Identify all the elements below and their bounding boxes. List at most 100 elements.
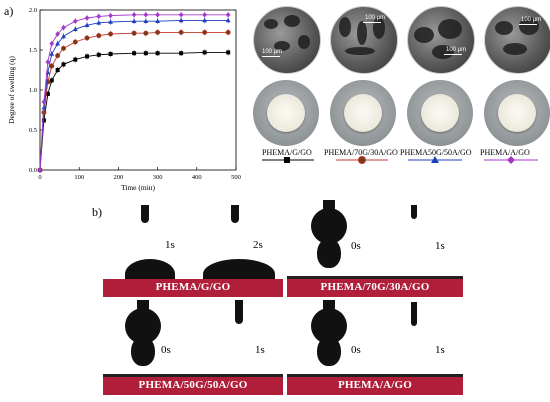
contact-angle-panel-2: 0s 1s PHEMA/70G/30A/GO	[287, 200, 463, 297]
y-tick-label: 0.5	[29, 127, 37, 134]
sample-photo-3	[407, 80, 473, 146]
data-point	[96, 33, 102, 39]
x-tick-label: 300	[153, 174, 163, 181]
data-point	[131, 30, 137, 36]
data-point	[131, 18, 137, 23]
substrate: PHEMA/G/GO	[103, 279, 283, 297]
data-point	[155, 12, 160, 18]
sample-name: PHEMA/G/GO	[155, 281, 231, 293]
sem-image-2: 100 µm	[330, 6, 398, 74]
data-point	[178, 17, 184, 23]
data-point	[61, 62, 66, 67]
substrate: PHEMA/70G/30A/GO	[287, 279, 463, 297]
data-point	[178, 29, 184, 35]
data-point	[45, 69, 51, 75]
time-label: 0s	[161, 344, 171, 356]
data-point	[61, 25, 66, 31]
legend-diamond-marker	[507, 156, 515, 164]
data-point	[61, 33, 66, 39]
sem-image-3: 100 µm	[407, 6, 475, 74]
data-point	[143, 51, 148, 56]
y-tick-label: 1.5	[29, 47, 37, 54]
sample-name: PHEMA/50G/50A/GO	[138, 379, 248, 391]
sample-name: PHEMA/A/GO	[337, 379, 413, 391]
data-point	[49, 63, 55, 69]
data-point	[84, 22, 90, 27]
data-point	[41, 99, 47, 105]
contact-angle-panel-4: 0s 1s PHEMA/A/GO	[287, 300, 463, 396]
droplet	[317, 238, 341, 268]
data-point	[84, 15, 90, 21]
swelling-chart: 0 100 200 300 400 500 0.0 0.5 1.0 1.5 2.0 Time (min…	[7, 7, 241, 192]
sample-disc	[421, 94, 459, 132]
data-point	[202, 50, 207, 55]
sample-legend-markers	[262, 156, 538, 164]
data-point	[55, 31, 61, 37]
surface-film	[287, 374, 463, 377]
time-label: 1s	[435, 344, 445, 356]
data-point	[225, 29, 231, 35]
needle	[411, 205, 417, 219]
data-point	[72, 39, 78, 45]
series-line-3	[39, 19, 229, 171]
sem-image-row: 100 µm 100 µm 100 µm 100 µm	[253, 6, 550, 84]
data-point	[225, 12, 231, 18]
data-point	[41, 118, 46, 123]
data-point	[55, 53, 61, 59]
panel-a-label: a)	[4, 4, 14, 18]
y-axis-label: Degree of swelling (q)	[7, 56, 16, 124]
data-point	[178, 12, 184, 18]
data-point	[131, 12, 137, 18]
sample-name: PHEMA/70G/30A/GO	[320, 281, 430, 293]
sem-scale-4: 100 µm	[521, 17, 542, 23]
time-label: 1s	[255, 344, 265, 356]
legend-triangle-marker	[431, 156, 439, 163]
data-point	[132, 51, 137, 56]
x-tick-label: 100	[74, 174, 84, 181]
data-point	[143, 30, 149, 36]
sample-legend-label-4: PHEMA/A/GO	[480, 148, 530, 157]
data-point	[143, 12, 149, 18]
data-point	[61, 45, 67, 51]
needle	[141, 205, 149, 223]
data-point	[72, 26, 78, 31]
time-label: 0s	[351, 344, 361, 356]
sem-image-1: 100 µm	[253, 6, 321, 74]
data-point	[226, 50, 231, 55]
time-label: 1s	[435, 240, 445, 252]
data-point	[202, 29, 208, 35]
sample-disc	[267, 94, 305, 132]
needle	[411, 302, 417, 326]
y-tick-label: 1.0	[29, 87, 37, 94]
data-point	[96, 13, 102, 19]
contact-angle-panel-3: 0s 1s PHEMA/50G/50A/GO	[103, 300, 283, 396]
substrate: PHEMA/A/GO	[287, 377, 463, 395]
data-point	[155, 18, 160, 23]
legend-circle-marker	[358, 156, 366, 164]
data-point	[202, 17, 208, 23]
data-point	[179, 51, 184, 56]
data-point	[45, 59, 51, 65]
time-label: 1s	[165, 239, 175, 251]
x-tick-label: 200	[114, 174, 124, 181]
data-point	[73, 57, 78, 62]
data-point	[55, 41, 61, 46]
sample-legend-label-2: PHEMA/70G/30A/GO	[324, 148, 398, 157]
sample-photo-4	[484, 80, 550, 146]
substrate: PHEMA/50G/50A/GO	[103, 377, 283, 395]
data-point	[37, 167, 43, 173]
data-point	[85, 54, 90, 59]
y-tick-label: 0.0	[29, 167, 37, 174]
series-line-4	[39, 14, 229, 171]
data-point	[225, 17, 231, 23]
sem-scale-1: 100 µm	[262, 49, 283, 55]
x-tick-label: 500	[231, 174, 241, 181]
surface-film	[103, 374, 283, 377]
data-point	[49, 78, 54, 83]
data-point	[45, 92, 50, 96]
data-point	[155, 29, 161, 35]
y-tick-label: 2.0	[29, 7, 37, 14]
x-tick-label: 0	[38, 174, 41, 181]
series-line-1	[39, 51, 229, 171]
sample-photo-2	[330, 80, 396, 146]
